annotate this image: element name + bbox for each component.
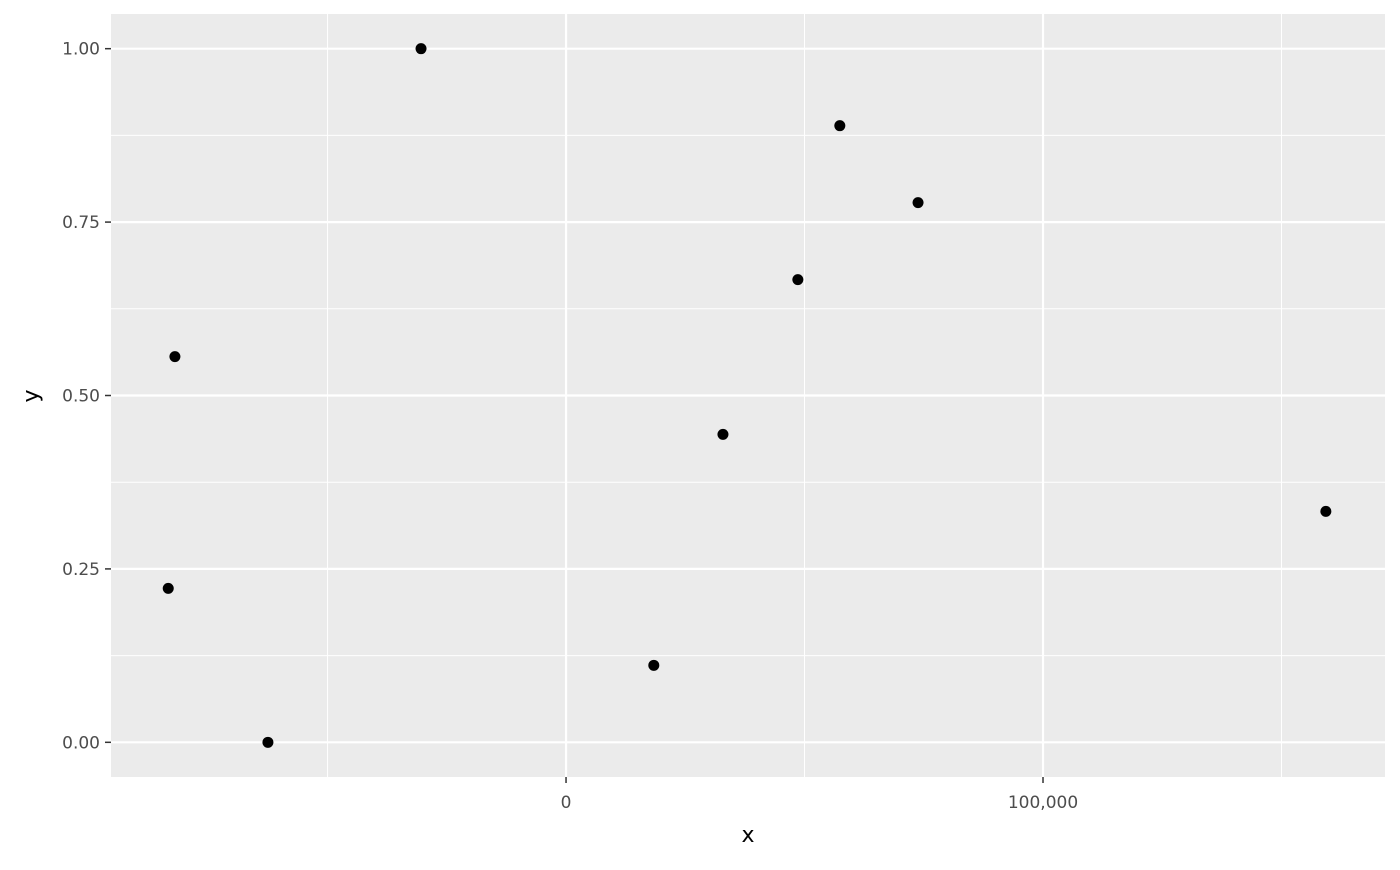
data-point [415,43,427,55]
y-tick-label: 0.50 [62,387,100,407]
y-tick-label: 0.25 [62,560,100,580]
data-point [1320,505,1332,517]
x-axis-label: x [741,823,754,848]
axes: 0 100,000 0.00 0.25 0.50 0.75 1.00 [62,40,1078,813]
data-point [912,197,924,209]
data-point [792,274,804,286]
grid-lines [111,14,1385,777]
data-point [648,659,660,671]
y-tick-label: 0.75 [62,213,100,233]
data-points [162,43,1332,748]
data-point [717,428,729,440]
x-tick-label: 100,000 [1008,793,1078,813]
y-tick-label: 1.00 [62,40,100,60]
y-axis-label: y [19,389,44,402]
x-tick-label: 0 [561,793,572,813]
data-point [162,582,174,594]
y-tick-label: 0.00 [62,733,100,753]
data-point [834,120,846,132]
data-point [169,351,181,363]
data-point [262,736,274,748]
